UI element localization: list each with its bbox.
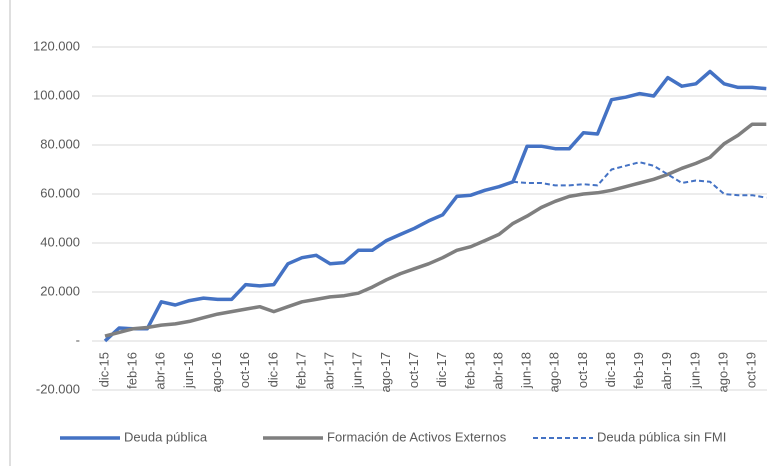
y-tick-label: -20.000 bbox=[36, 381, 80, 396]
y-tick-label: 20.000 bbox=[40, 283, 80, 298]
x-tick-label: oct-17 bbox=[406, 352, 421, 388]
x-tick-label: jun-16 bbox=[181, 352, 196, 389]
legend-label: Deuda pública bbox=[124, 429, 208, 444]
y-tick-label: 40.000 bbox=[40, 234, 80, 249]
y-tick-label: 80.000 bbox=[40, 136, 80, 151]
x-tick-label: dic-18 bbox=[603, 352, 618, 387]
x-tick-label: jun-19 bbox=[687, 352, 702, 389]
y-tick-label: 120.000 bbox=[33, 38, 80, 53]
series-line bbox=[104, 122, 767, 338]
y-tick-label: - bbox=[76, 332, 80, 347]
x-tick-label: dic-16 bbox=[265, 352, 280, 387]
x-tick-label: abr-17 bbox=[322, 352, 337, 390]
x-tick-label: feb-16 bbox=[125, 352, 140, 389]
y-tick-label: 60.000 bbox=[40, 185, 80, 200]
x-tick-label: oct-16 bbox=[237, 352, 252, 388]
x-tick-label: abr-16 bbox=[153, 352, 168, 390]
x-tick-label: oct-18 bbox=[575, 352, 590, 388]
x-tick-label: ago-16 bbox=[209, 352, 224, 392]
legend-label: Deuda pública sin FMI bbox=[597, 429, 726, 444]
x-tick-label: feb-19 bbox=[631, 352, 646, 389]
legend-label: Formación de Activos Externos bbox=[327, 429, 507, 444]
x-tick-label: abr-19 bbox=[659, 352, 674, 390]
x-tick-label: jun-17 bbox=[350, 352, 365, 389]
x-tick-label: ago-19 bbox=[716, 352, 731, 392]
x-tick-label: jun-18 bbox=[519, 352, 534, 389]
x-tick-label: ago-18 bbox=[547, 352, 562, 392]
x-tick-label: dic-15 bbox=[96, 352, 111, 387]
x-tick-label: abr-18 bbox=[490, 352, 505, 390]
series-line bbox=[103, 69, 767, 343]
x-tick-label: ago-17 bbox=[378, 352, 393, 392]
y-tick-label: 100.000 bbox=[33, 87, 80, 102]
x-tick-label: feb-18 bbox=[462, 352, 477, 389]
x-tick-label: oct-19 bbox=[744, 352, 759, 388]
x-tick-label: feb-17 bbox=[293, 352, 308, 389]
x-tick-label: dic-17 bbox=[434, 352, 449, 387]
series-line bbox=[512, 161, 767, 199]
